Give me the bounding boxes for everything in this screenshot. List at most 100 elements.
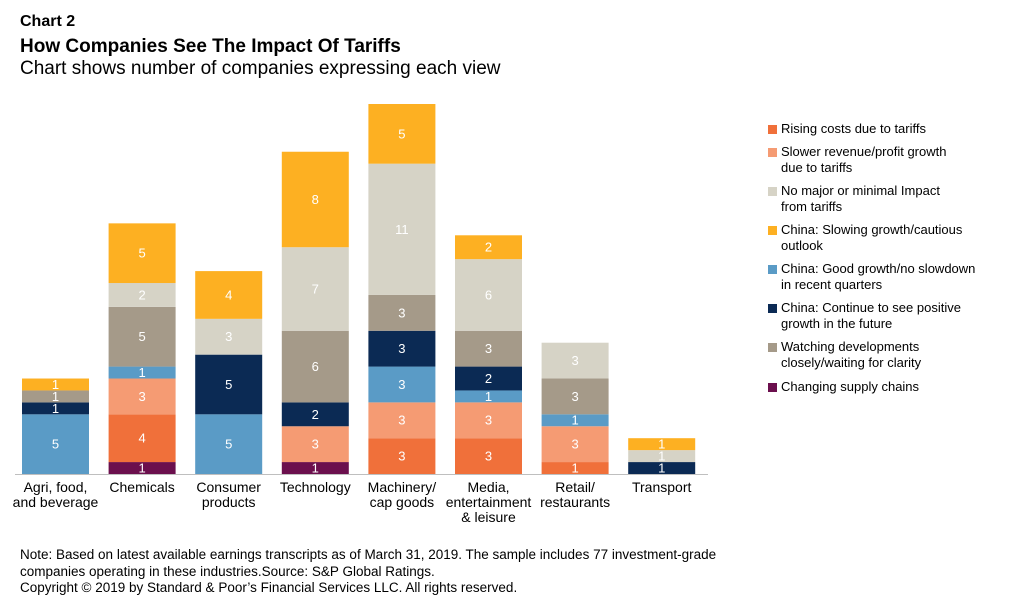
bar-segment bbox=[368, 330, 436, 367]
bar-segment bbox=[281, 426, 349, 463]
data-label: 1 bbox=[571, 460, 578, 475]
data-label: 5 bbox=[138, 329, 145, 344]
legend-swatch bbox=[768, 148, 777, 157]
data-label: 2 bbox=[485, 371, 492, 386]
bar-segment bbox=[628, 438, 696, 451]
data-label: 6 bbox=[485, 287, 492, 302]
x-tick-label: Machinery/ cap goods bbox=[367, 479, 437, 510]
bar-segment bbox=[455, 330, 522, 367]
legend-label: China: Continue to see positive growth i… bbox=[781, 300, 961, 331]
chart-title: How Companies See The Impact Of Tariffs bbox=[20, 36, 401, 57]
bar-segment bbox=[108, 283, 176, 307]
data-label: 1 bbox=[52, 377, 59, 392]
data-label: 8 bbox=[312, 192, 319, 207]
bar-segment bbox=[281, 151, 349, 248]
copyright: Copyright © 2019 by Standard & Poor’s Fi… bbox=[20, 580, 518, 595]
bar-segment bbox=[108, 306, 176, 367]
data-label: 2 bbox=[312, 407, 319, 422]
bar-segment bbox=[628, 450, 696, 463]
legend-swatch bbox=[768, 125, 777, 134]
data-label: 3 bbox=[485, 341, 492, 356]
bar-segment bbox=[541, 378, 609, 415]
chart-kicker: Chart 2 bbox=[20, 13, 76, 30]
bar-segment bbox=[22, 390, 89, 403]
legend-label: China: Good growth/no slowdown in recent… bbox=[781, 261, 976, 292]
data-label: 1 bbox=[658, 449, 665, 464]
data-label: 5 bbox=[225, 437, 232, 452]
data-label: 1 bbox=[52, 401, 59, 416]
x-tick-label: Technology bbox=[279, 479, 351, 495]
bar-segment bbox=[22, 414, 89, 474]
x-tick-label: Transport bbox=[631, 479, 692, 495]
bar-segment bbox=[368, 438, 436, 474]
x-tick-label: Agri, food, and beverage bbox=[12, 479, 99, 510]
data-label: 3 bbox=[571, 389, 578, 404]
x-tick-label: Consumer products bbox=[196, 479, 261, 510]
data-label: 4 bbox=[225, 287, 232, 302]
bar-segment bbox=[455, 402, 522, 439]
bar-segment bbox=[368, 402, 436, 439]
bar-segment bbox=[455, 235, 522, 260]
data-label: 3 bbox=[398, 305, 405, 320]
note: Note: Based on latest available earnings… bbox=[20, 547, 717, 579]
bar-segment bbox=[281, 247, 349, 331]
bar-segment bbox=[541, 414, 609, 427]
bar-segment bbox=[455, 390, 522, 403]
data-label: 1 bbox=[138, 460, 145, 475]
data-label: 5 bbox=[398, 126, 405, 141]
bar-segment bbox=[281, 462, 349, 474]
legend-swatch bbox=[768, 187, 777, 196]
bar-segment bbox=[108, 414, 176, 463]
bar-segment bbox=[108, 378, 176, 415]
bar-segment bbox=[628, 462, 696, 474]
data-label: 3 bbox=[398, 341, 405, 356]
x-tick-label: Chemicals bbox=[109, 479, 175, 495]
data-label: 1 bbox=[52, 389, 59, 404]
legend-label: Changing supply chains bbox=[781, 379, 920, 394]
data-label: 1 bbox=[138, 365, 145, 380]
data-label: 3 bbox=[398, 377, 405, 392]
bar-segment bbox=[281, 330, 349, 403]
bar-segment bbox=[455, 438, 522, 474]
data-label: 3 bbox=[312, 437, 319, 452]
legend-label: Slower revenue/profit growth due to tari… bbox=[781, 144, 947, 175]
data-label: 7 bbox=[312, 281, 319, 296]
bar-segment bbox=[455, 259, 522, 331]
legend-label: No major or minimal Impact from tariffs bbox=[781, 183, 940, 214]
x-tick-label: Retail/ restaurants bbox=[540, 479, 611, 510]
x-tick-label: Media, entertainment & leisure bbox=[445, 479, 532, 525]
bar-segment bbox=[368, 366, 436, 403]
data-label: 11 bbox=[395, 222, 409, 237]
data-label: 3 bbox=[398, 449, 405, 464]
bar-segment bbox=[368, 104, 436, 164]
data-label: 3 bbox=[485, 413, 492, 428]
legend-label: China: Slowing growth/cautious outlook bbox=[781, 222, 963, 253]
legend-swatch bbox=[768, 226, 777, 235]
bar-segment bbox=[22, 402, 89, 415]
bar-segment bbox=[195, 354, 263, 415]
data-label: 1 bbox=[312, 460, 319, 475]
bar-segment bbox=[368, 163, 436, 295]
bar-segment bbox=[455, 366, 522, 391]
data-label: 5 bbox=[138, 246, 145, 261]
legend-label: Rising costs due to tariffs bbox=[781, 121, 926, 136]
legend-swatch bbox=[768, 383, 777, 392]
data-label: 3 bbox=[138, 389, 145, 404]
bar-segment bbox=[195, 271, 263, 319]
bar-segment bbox=[195, 414, 263, 474]
legend-swatch bbox=[768, 265, 777, 274]
data-label: 1 bbox=[571, 413, 578, 428]
bar-segment bbox=[108, 462, 176, 474]
data-label: 3 bbox=[485, 449, 492, 464]
data-label: 1 bbox=[485, 389, 492, 404]
data-label: 3 bbox=[225, 329, 232, 344]
data-label: 6 bbox=[312, 359, 319, 374]
data-label: 1 bbox=[658, 437, 665, 452]
bar-segment bbox=[108, 223, 176, 284]
bar-segment bbox=[368, 294, 436, 331]
data-label: 3 bbox=[571, 353, 578, 368]
bar-segment bbox=[22, 378, 89, 391]
legend-swatch bbox=[768, 343, 777, 352]
data-label: 1 bbox=[658, 460, 665, 475]
